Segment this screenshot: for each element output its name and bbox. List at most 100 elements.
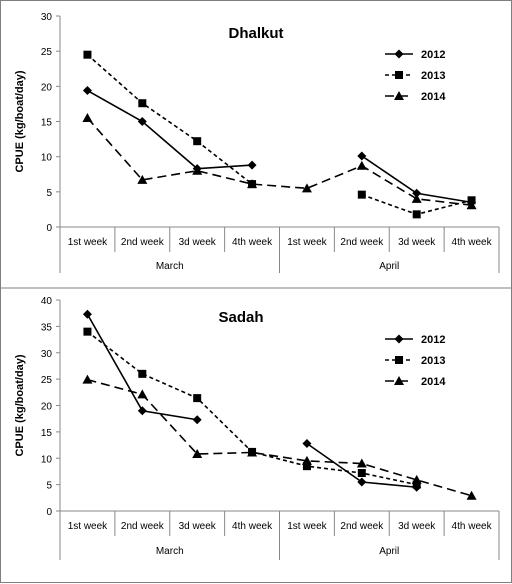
- data-point-2012: [137, 117, 147, 126]
- data-point-2014: [247, 447, 258, 457]
- series-2012: [82, 309, 422, 492]
- x-tick-label: 1st week: [68, 521, 108, 532]
- series-line-2012: [86, 313, 198, 421]
- y-tick-label: 25: [41, 375, 53, 386]
- data-point-2014: [411, 474, 422, 484]
- data-point-2012: [412, 188, 422, 198]
- data-point-2014: [466, 200, 477, 210]
- y-tick-label: 20: [41, 402, 53, 413]
- data-point-2013: [83, 327, 92, 336]
- data-point-2014: [301, 183, 312, 193]
- data-point-2014: [466, 490, 477, 500]
- x-tick-label: 3d week: [179, 521, 217, 532]
- y-tick-label: 30: [41, 12, 53, 23]
- x-tick-label: 4th week: [232, 521, 273, 532]
- y-tick-label: 5: [46, 481, 52, 492]
- y-tick-label: 15: [41, 118, 53, 129]
- data-point-2013: [412, 480, 421, 489]
- data-point-2012: [247, 160, 257, 170]
- data-point-2012: [82, 309, 92, 319]
- x-group-label: March: [156, 546, 184, 557]
- legend-label-2012: 2012: [421, 334, 445, 346]
- data-point-2012: [302, 438, 312, 448]
- data-point-2012: [82, 86, 92, 96]
- data-point-2013: [302, 462, 311, 471]
- x-tick-label: 1st week: [287, 237, 327, 248]
- legend-label-2014: 2014: [421, 91, 446, 103]
- series-2013: [83, 327, 421, 489]
- x-tick-label: 2nd week: [340, 237, 384, 248]
- legend-marker-2012: [394, 334, 404, 344]
- data-point-2013: [193, 394, 202, 403]
- x-tick-label: 3d week: [398, 521, 436, 532]
- x-tick-label: 3d week: [398, 237, 436, 248]
- data-point-2014: [356, 458, 367, 468]
- x-group-label: March: [156, 261, 184, 272]
- data-point-2013: [357, 190, 366, 199]
- data-point-2014: [192, 449, 203, 459]
- data-point-2013: [138, 99, 147, 108]
- series-line-2013: [86, 54, 253, 185]
- y-tick-label: 0: [46, 507, 52, 518]
- data-point-2012: [137, 406, 147, 416]
- y-tick-label: 40: [41, 296, 53, 307]
- data-point-2014: [411, 193, 422, 203]
- legend-label-2014: 2014: [421, 376, 446, 388]
- chart-panel-sadah: 0 5 10 15 20 25 30 35 40 1st week 2nd week 3d week 4…: [14, 296, 500, 560]
- y-tick-label: 10: [41, 454, 53, 465]
- series-line-2013: [86, 331, 417, 486]
- x-tick-label: 4th week: [232, 237, 273, 248]
- legend-marker-2013: [395, 356, 403, 364]
- chart-title: Dhalkut: [228, 25, 283, 42]
- data-point-2014: [82, 112, 93, 122]
- data-point-2014: [82, 374, 93, 384]
- x-tick-label: 1st week: [68, 237, 108, 248]
- legend-label-2013: 2013: [421, 355, 445, 367]
- legend-label-2012: 2012: [421, 49, 445, 61]
- data-point-2012: [357, 477, 367, 487]
- legend: 2012 2013 2014: [385, 49, 446, 103]
- x-tick-label: 3d week: [179, 237, 217, 248]
- x-tick-label: 4th week: [452, 237, 493, 248]
- legend-marker-2013: [395, 71, 403, 79]
- y-tick-label: 35: [41, 322, 53, 333]
- legend-marker-2012: [394, 49, 404, 59]
- series-line-2014: [87, 378, 472, 497]
- data-point-2014: [192, 165, 203, 175]
- chart-title: Sadah: [218, 309, 263, 326]
- y-tick-label: 0: [46, 223, 52, 234]
- legend-marker-2014: [394, 91, 404, 100]
- x-tick-label: 2nd week: [121, 521, 165, 532]
- y-tick-label: 30: [41, 349, 53, 360]
- y-tick-label: 20: [41, 82, 53, 93]
- x-group-label: April: [379, 546, 399, 557]
- y-tick-label: 10: [41, 153, 53, 164]
- data-point-2013: [138, 369, 147, 378]
- x-tick-label: 2nd week: [121, 237, 165, 248]
- x-tick-label: 1st week: [287, 521, 327, 532]
- y-tick-label: 15: [41, 428, 53, 439]
- data-point-2014: [356, 160, 367, 170]
- legend: 2012 2013 2014: [385, 334, 446, 388]
- x-group-label: April: [379, 261, 399, 272]
- data-point-2014: [137, 389, 148, 399]
- series-line-2014: [86, 117, 472, 206]
- legend-label-2013: 2013: [421, 70, 445, 82]
- data-point-2012: [192, 415, 202, 425]
- y-axis-title: CPUE (kg/boat/day): [14, 354, 26, 456]
- data-point-2014: [301, 455, 312, 465]
- y-tick-label: 5: [46, 188, 52, 199]
- data-point-2013: [193, 137, 202, 146]
- data-point-2013: [412, 210, 421, 219]
- data-point-2012: [357, 151, 367, 161]
- data-point-2013: [83, 50, 92, 59]
- chart-panel-dhalkut: 0 5 10 15 20 25 30 1st week 2nd week 3d week 4th w…: [14, 12, 500, 273]
- series-2014: [82, 374, 477, 500]
- y-axis-title: CPUE (kg/boat/day): [14, 70, 26, 172]
- x-tick-label: 2nd week: [340, 521, 384, 532]
- series-line-2012: [87, 89, 253, 170]
- legend-marker-2014: [394, 376, 404, 385]
- y-tick-label: 25: [41, 47, 53, 58]
- series-2014: [82, 112, 477, 210]
